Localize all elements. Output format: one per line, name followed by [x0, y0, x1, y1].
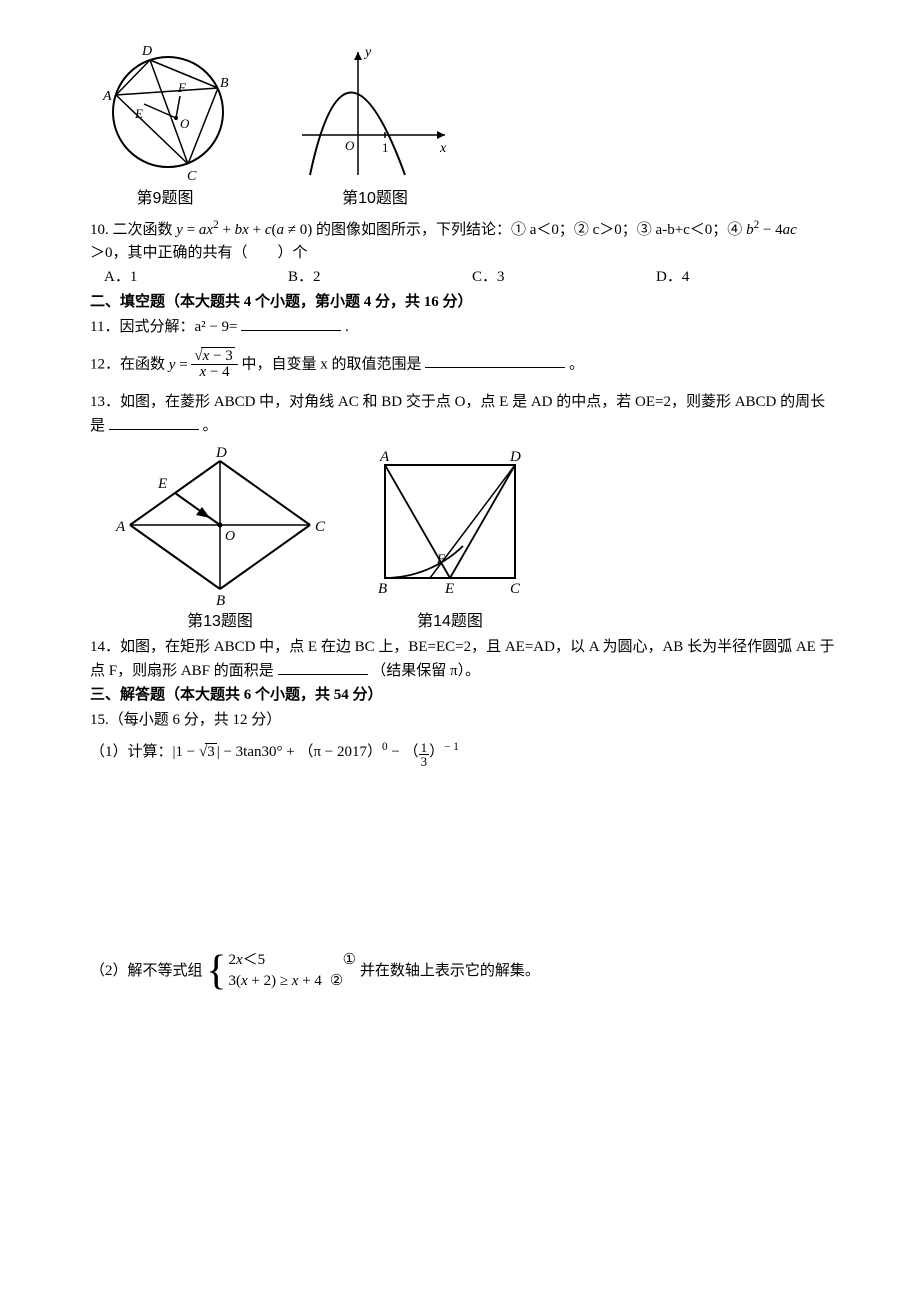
question-15-1: （1）计算：|1 − 3| − 3tan30° + （π − 2017）0 − …	[90, 739, 840, 768]
fig10-svg: 1 O x y	[290, 40, 460, 185]
q11-blank[interactable]	[241, 315, 341, 331]
q10-stem-c: ＞0，其中正确的共有（ ）个	[90, 242, 840, 265]
q15-1-mid: | − 3tan30° + （π − 2017）	[217, 744, 382, 760]
svg-text:E: E	[444, 581, 454, 597]
case2-mark: ②	[330, 973, 343, 989]
fig14-svg: A D B C E F	[360, 443, 540, 608]
figure-row-9-10: A B C D E F O 第9题图 1 O x y 第10题图	[90, 40, 840, 211]
q10-opt-a: A．1	[104, 266, 288, 289]
figure-14: A D B C E F 第14题图	[360, 443, 540, 634]
svg-text:y: y	[363, 45, 372, 60]
q12-y: y	[169, 357, 176, 373]
svg-text:A: A	[115, 519, 126, 535]
q12-mid: 中，自变量 x 的取值范围是	[242, 356, 422, 372]
case1-op: ＜	[243, 952, 258, 968]
question-10: 10. 二次函数 y = ax2 + bx + c(a ≠ 0) 的图像如图所示…	[90, 217, 840, 264]
section-3-head: 三、解答题（本大题共 6 个小题，共 54 分）	[90, 684, 840, 707]
q15-1-frac: 13	[419, 741, 430, 768]
q10-opt-d: D．4	[656, 266, 840, 289]
q10-opt-b: B．2	[288, 266, 472, 289]
q10-stem-a: 10. 二次函数	[90, 222, 176, 238]
q14-tail: （结果保留 π）。	[371, 663, 480, 679]
q13-tail: 。	[203, 418, 218, 434]
question-14: 14．如图，在矩形 ABCD 中，点 E 在边 BC 上，BE=EC=2，且 A…	[90, 636, 840, 682]
svg-text:C: C	[187, 169, 197, 184]
q10-options: A．1 B．2 C．3 D．4	[90, 266, 840, 289]
q10-formula: y = ax2 + bx + c(a ≠ 0)	[176, 222, 312, 238]
fig13-caption: 第13题图	[110, 610, 330, 634]
case1-mark: ①	[343, 952, 356, 968]
svg-text:B: B	[378, 581, 387, 597]
q13-text: 13．如图，在菱形 ABCD 中，对角线 AC 和 BD 交于点 O，点 E 是…	[90, 394, 825, 434]
figure-10: 1 O x y 第10题图	[290, 40, 460, 211]
figure-row-13-14: A B C D E O 第13题图 A D B C E F 第14题图	[110, 443, 840, 634]
q15-1-head: （1）计算：|1 −	[90, 744, 199, 760]
q15-2-cases: { 2x＜5 ① 3(x + 2) ≥ x + 4 ②	[206, 950, 356, 992]
question-11: 11．因式分解：a² − 9= .	[90, 315, 840, 339]
q15-2-tail: 并在数轴上表示它的解集。	[360, 963, 540, 979]
case1-lhs: 2x	[228, 952, 242, 968]
brace-icon: {	[206, 950, 226, 992]
q12-head: 12．在函数	[90, 356, 169, 372]
svg-text:E: E	[157, 476, 167, 492]
svg-text:F: F	[436, 551, 446, 566]
case1-rhs: 5	[258, 952, 266, 968]
workspace-15-1	[90, 768, 840, 948]
fig10-caption: 第10题图	[290, 187, 460, 211]
svg-text:D: D	[141, 44, 152, 59]
fig9-caption: 第9题图	[90, 187, 240, 211]
q12-eq: =	[179, 357, 191, 373]
q15-2-head: （2）解不等式组	[90, 963, 206, 979]
question-13: 13．如图，在菱形 ABCD 中，对角线 AC 和 BD 交于点 O，点 E 是…	[90, 391, 840, 437]
section-2-head: 二、填空题（本大题共 4 个小题，第小题 4 分，共 16 分）	[90, 291, 840, 314]
q15-1-dash: − （	[388, 744, 419, 760]
q15-1-close: ）	[429, 744, 444, 760]
svg-text:O: O	[345, 138, 355, 153]
svg-text:D: D	[509, 449, 521, 465]
q12-fraction: x − 3 x − 4	[191, 349, 237, 382]
svg-text:O: O	[180, 116, 190, 131]
q14-blank[interactable]	[278, 659, 368, 675]
svg-text:C: C	[510, 581, 521, 597]
q10-disc: b2 − 4ac	[746, 222, 797, 238]
svg-text:C: C	[315, 519, 326, 535]
question-15-2: （2）解不等式组 { 2x＜5 ① 3(x + 2) ≥ x + 4 ② 并在数…	[90, 950, 840, 992]
q11-text: 11．因式分解：a² − 9=	[90, 319, 241, 335]
svg-text:B: B	[216, 593, 225, 608]
svg-text:E: E	[134, 106, 143, 121]
case2-expr: 3(x + 2) ≥ x + 4	[228, 973, 322, 989]
svg-text:D: D	[215, 445, 227, 461]
q10-stem-b: 的图像如图所示，下列结论：① a＜0；② c＞0；③ a-b+c＜0；④	[316, 222, 746, 238]
figure-13: A B C D E O 第13题图	[110, 443, 330, 634]
q13-blank[interactable]	[109, 414, 199, 430]
q15-lead: 15.（每小题 6 分，共 12 分）	[90, 709, 840, 732]
sqrt3-icon: 3	[199, 741, 217, 764]
q12-blank[interactable]	[425, 352, 565, 368]
q11-tail: .	[345, 319, 349, 335]
q10-opt-c: C．3	[472, 266, 656, 289]
figure-9: A B C D E F O 第9题图	[90, 40, 240, 211]
q15-1-expm1: − 1	[444, 741, 459, 753]
fig13-svg: A B C D E O	[110, 443, 330, 608]
svg-text:B: B	[220, 76, 229, 91]
question-12: 12．在函数 y = x − 3 x − 4 中，自变量 x 的取值范围是 。	[90, 349, 840, 382]
svg-text:F: F	[177, 80, 187, 95]
q12-tail: 。	[569, 356, 584, 372]
fig9-svg: A B C D E F O	[90, 40, 240, 185]
svg-text:1: 1	[382, 140, 389, 155]
svg-text:x: x	[439, 141, 447, 156]
svg-text:O: O	[225, 529, 235, 544]
fig14-caption: 第14题图	[360, 610, 540, 634]
svg-text:A: A	[379, 449, 390, 465]
svg-text:A: A	[102, 89, 112, 104]
